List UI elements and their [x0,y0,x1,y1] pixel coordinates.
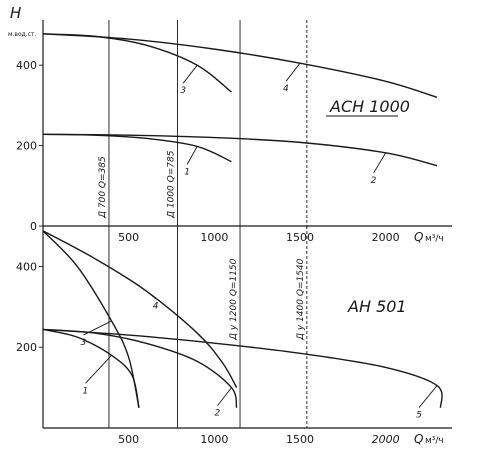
top-series-2-leader [373,152,387,174]
bottom-xlabel-unit: м³/ч [425,436,444,446]
top-series-3-label: 3 [180,86,186,96]
bottom-series-3-line [42,230,140,408]
bottom-y-tick-label: 200 [16,341,37,354]
bottom-series-4-leader [145,290,157,299]
top-x-tick-label: 2000 [372,231,400,244]
bottom-marker-label: Д у 1400 Q=1540 [296,258,306,341]
bottom-series-2-label: 2 [214,409,220,419]
top-ylabel-unit: м.вод.ст. [8,31,36,38]
bottom-series-5-leader [418,385,438,408]
bottom-series-5-label: 5 [416,411,422,421]
bottom-series-1-leader [85,354,112,384]
top-series-2-line [42,133,438,167]
bottom-xlabel: Q [414,432,423,446]
top-x-tick-label: 500 [118,231,139,244]
top-y-tick-label: 200 [16,140,37,153]
top-y-tick-label: 400 [16,59,37,72]
bottom-series-1-line [42,328,140,408]
bottom-x-tick-label: 1500 [286,433,314,446]
bottom-series-1-label: 1 [83,386,89,396]
bottom-x-tick-label: 2000 [372,433,400,446]
top-series-4-label: 4 [283,84,289,94]
bottom-title: АН 501 [347,297,407,316]
bottom-x-tick-label: 500 [118,433,139,446]
bottom-x-tick-label: 1000 [200,433,228,446]
top-series-2-label: 2 [371,176,377,186]
bottom-series-2-line [42,328,238,408]
bottom-series: 1 2 3 4 5 [42,230,443,421]
top-series-3-line [42,33,232,93]
top-xlabel: Q [414,230,423,244]
top-ticks: 500 1000 1500 2000 0 200 400 [16,59,400,244]
top-marker-label: Д 700 Q=385 [98,156,108,219]
top-xlabel-unit: м³/ч [425,234,444,244]
bottom-y-tick-label: 400 [16,260,37,273]
top-x-tick-label: 1000 [200,231,228,244]
top-series-4-leader [285,62,301,82]
top-series: 1 2 3 4 [42,33,438,186]
bottom-series-4-line [42,230,238,388]
top-series-1-line [42,133,232,163]
top-title: АСН 1000 [329,97,410,116]
top-marker-label: Д 1000 Q=785 [166,150,176,219]
bottom-series-3-label: 3 [81,338,87,348]
top-ylabel: H [10,4,21,22]
top-series-3-leader [182,64,198,84]
top-panel: H м.вод.ст. АСН 1000 Q м³/ч 500 1000 1500 2… [8,4,452,244]
top-y-tick-label: 0 [30,220,37,233]
top-series-4-line [42,33,438,99]
bottom-series-4-label: 4 [153,302,159,312]
top-series-1-leader [186,146,198,165]
top-series-1-label: 1 [184,167,190,177]
top-markers: Д 700 Q=385 Д 1000 Q=785 [98,20,308,226]
bottom-marker-label: Д у 1200 Q=1150 [229,258,239,341]
bottom-markers: Д у 1200 Q=1150 Д у 1400 Q=1540 [108,226,308,428]
bottom-ticks: 500 1000 1500 2000 200 400 [16,260,400,446]
bottom-series-5-line [42,328,443,408]
bottom-series-2-leader [217,387,232,406]
top-x-tick-label: 1500 [286,231,314,244]
